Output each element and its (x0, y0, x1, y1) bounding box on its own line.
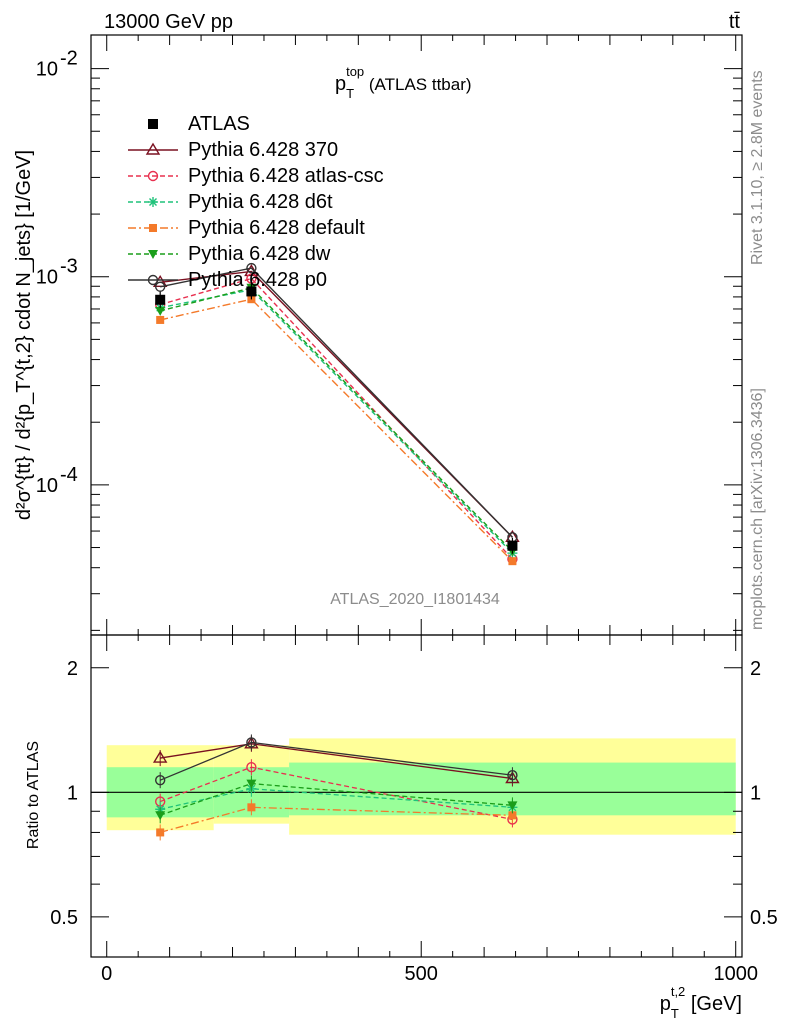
legend-label-data: ATLAS (188, 113, 250, 135)
main-line-0 (160, 270, 513, 538)
main-panel-series (152, 262, 520, 566)
legend: ATLAS Pythia 6.428 370 Pythia 6.428 atlas-… (128, 113, 384, 291)
y-tick-label-main-1: 10 (36, 267, 58, 289)
main-point-4-0 (155, 306, 166, 316)
main-point-3-0 (156, 315, 165, 324)
x-tick-label-2: 1000 (713, 963, 758, 985)
legend-marker-0 (145, 142, 161, 155)
legend-marker-5 (147, 274, 159, 286)
y-tick-label-main-exp-1: -3 (60, 256, 78, 278)
rivet-version-label: Rivet 3.1.10, ≥ 2.8M events (749, 70, 766, 265)
ratio-point-5-0 (154, 774, 166, 786)
legend-label-3: Pythia 6.428 default (188, 217, 365, 239)
y-tick-label-ratio-l-1: 1 (67, 782, 78, 804)
ratio-point-1-1 (246, 762, 257, 773)
plot-title-sub: T (346, 86, 354, 101)
data-point-1 (246, 286, 257, 297)
plot-title-main: p (335, 73, 346, 95)
ratio-line-3 (160, 806, 513, 834)
main-line-3 (160, 298, 513, 562)
x-axis-label-sup: t,2 (671, 984, 685, 999)
y-tick-label-ratio-r-0: 0.5 (750, 907, 778, 929)
main-line-1 (159, 277, 513, 560)
analysis-watermark: ATLAS_2020_I1801434 (330, 591, 500, 608)
y-axis-label-ratio: Ratio to ATLAS (25, 741, 42, 849)
data-point-2 (507, 540, 518, 551)
legend-marker-1 (147, 170, 159, 182)
x-axis-label: pTt,2 [GeV] (660, 984, 742, 1021)
svg-text:pTtop (ATLAS ttbar): pTtop (ATLAS ttbar) (335, 64, 472, 101)
y-tick-label-main-exp-2: -4 (60, 464, 78, 486)
y-axis-label-top: d²σ^{tt} / d²{p_T^{t,2} cdot N_jets} [1/… (13, 150, 35, 520)
main-point-3-2 (508, 557, 517, 566)
legend-label-5: Pythia 6.428 p0 (188, 269, 327, 291)
y-tick-label-ratio-r-2: 2 (750, 658, 761, 680)
main-line-2 (160, 289, 513, 554)
ratio-point-3-2 (508, 811, 517, 820)
ratio-line-2 (160, 788, 513, 810)
legend-label-2: Pythia 6.428 d6t (188, 191, 333, 213)
x-axis-label-sub: T (671, 1006, 679, 1021)
main-point-5-1 (246, 262, 257, 274)
plot-title-suffix: (ATLAS ttbar) (364, 75, 471, 94)
legend-marker-4 (148, 250, 158, 259)
ratio-panel-series (152, 734, 520, 841)
main-line-4 (160, 286, 513, 552)
ratio-point-3-0 (156, 828, 165, 837)
y-tick-label-ratio-r-1: 1 (750, 782, 761, 804)
legend-marker-data (148, 119, 158, 129)
legend-label-0: Pythia 6.428 370 (188, 139, 338, 161)
header-process-label: tt̄ (729, 11, 741, 33)
y-tick-label-main-0: 10 (36, 59, 58, 81)
svg-text:pTt,2 [GeV]: pTt,2 [GeV] (660, 984, 742, 1021)
ratio-point-4-2 (507, 801, 518, 811)
y-tick-label-main-2: 10 (36, 475, 58, 497)
ratio-point-5-2 (507, 770, 518, 781)
main-point-1-1 (246, 273, 257, 284)
x-tick-label-0: 0 (101, 963, 112, 985)
plot-title: pTtop (ATLAS ttbar) (335, 64, 472, 101)
ratio-point-0-0 (152, 750, 168, 763)
y-tick-label-ratio-l-0: 0.5 (50, 907, 78, 929)
x-axis-label-suffix: [GeV] (685, 993, 742, 1015)
ratio-point-3-1 (247, 803, 256, 812)
main-point-5-0 (154, 281, 166, 292)
plot-title-sup: top (346, 64, 364, 79)
ratio-point-4-0 (155, 811, 166, 821)
ratio-point-4-1 (246, 779, 257, 789)
legend-label-4: Pythia 6.428 dw (188, 243, 331, 265)
ratio-panel-frame (90, 634, 743, 958)
mcplots-label: mcplots.cern.ch [arXiv:1306.3436] (749, 388, 766, 630)
legend-label-1: Pythia 6.428 atlas-csc (188, 165, 384, 187)
legend-marker-2 (148, 197, 158, 207)
main-line-5 (160, 267, 513, 538)
legend-marker-3 (149, 224, 157, 232)
x-tick-label-1: 500 (405, 963, 438, 985)
data-point-0 (155, 294, 166, 305)
ratio-point-5-1 (246, 737, 257, 748)
y-tick-label-main-exp-0: -2 (60, 48, 78, 70)
y-tick-label-ratio-l-2: 2 (67, 658, 78, 680)
legend-marker-2-ray-3 (149, 198, 157, 206)
header-energy-label: 13000 GeV pp (104, 11, 233, 33)
x-axis-label-main: p (660, 993, 671, 1015)
